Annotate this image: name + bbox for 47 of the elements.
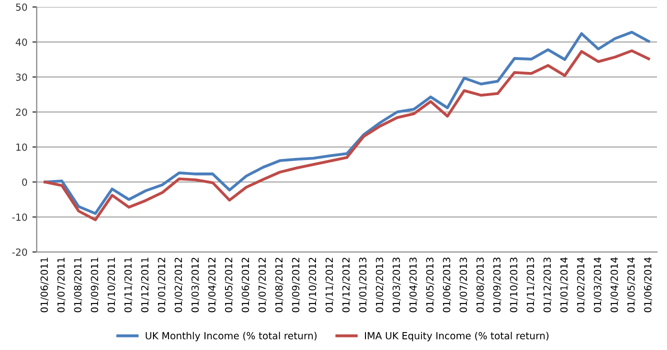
x-tick-label: 01/07/2012 — [258, 258, 267, 312]
x-tick-label: 01/12/2013 — [543, 258, 552, 312]
x-tick-label: 01/03/2013 — [392, 258, 401, 312]
x-tick-label: 01/07/2011 — [57, 258, 66, 312]
y-tick-label: 20 — [16, 108, 28, 116]
x-tick-label: 01/06/2012 — [242, 258, 250, 312]
x-tick-label: 01/11/2012 — [326, 258, 334, 312]
y-tick-label: -20 — [12, 248, 28, 256]
y-tick-label: 50 — [16, 3, 28, 11]
x-tick-label: 01/09/2012 — [292, 258, 300, 312]
x-tick-label: 01/08/2013 — [476, 258, 485, 312]
x-tick-label: 01/05/2013 — [426, 258, 434, 312]
x-tick-label: 01/02/2012 — [174, 258, 183, 312]
x-tick-label: 01/10/2011 — [108, 258, 116, 312]
x-tick-label: 01/01/2012 — [158, 258, 166, 312]
y-tick-label: 0 — [22, 178, 28, 186]
legend-label: UK Monthly Income (% total return) — [146, 332, 317, 342]
x-tick-label: 01/04/2012 — [208, 258, 216, 312]
x-tick-label: 01/05/2012 — [224, 258, 234, 312]
x-tick-label: 01/11/2013 — [526, 258, 535, 312]
x-tick-label: 01/08/2011 — [74, 258, 82, 312]
x-tick-label: 01/01/2013 — [359, 258, 368, 312]
y-tick-label: 40 — [16, 38, 28, 46]
x-tick-label: 01/02/2013 — [376, 258, 384, 312]
x-tick-label: 01/03/2012 — [191, 258, 200, 312]
x-tick-label: 01/12/2012 — [342, 258, 350, 312]
y-tick-label: 30 — [16, 73, 28, 81]
x-tick-label: 01/06/2013 — [442, 258, 452, 312]
x-tick-label: 01/12/2011 — [141, 258, 150, 312]
x-tick-label: 01/03/2014 — [594, 257, 602, 312]
x-tick-label: 01/06/2011 — [40, 258, 49, 312]
x-tick-label: 01/06/2014 — [644, 257, 652, 312]
x-tick-label: 01/04/2013 — [409, 258, 418, 312]
x-tick-label: 01/01/2014 — [560, 257, 568, 312]
legend-label: IMA UK Equity Income (% total return) — [364, 332, 548, 342]
x-tick-label: 01/04/2014 — [610, 257, 619, 312]
y-tick-label: 10 — [16, 143, 28, 151]
x-tick-label: 01/05/2014 — [627, 257, 636, 312]
x-tick-label: 01/11/2011 — [124, 258, 132, 312]
x-tick-label: 01/09/2013 — [493, 258, 502, 312]
x-tick-label: 01/09/2011 — [90, 258, 99, 312]
y-tick-label: -10 — [12, 213, 28, 221]
x-tick-label: 01/08/2012 — [275, 258, 284, 312]
x-tick-label: 01/10/2013 — [510, 258, 518, 312]
x-tick-label: 01/02/2014 — [577, 257, 586, 312]
x-tick-label: 01/10/2012 — [308, 258, 317, 312]
x-tick-label: 01/07/2013 — [460, 258, 468, 312]
